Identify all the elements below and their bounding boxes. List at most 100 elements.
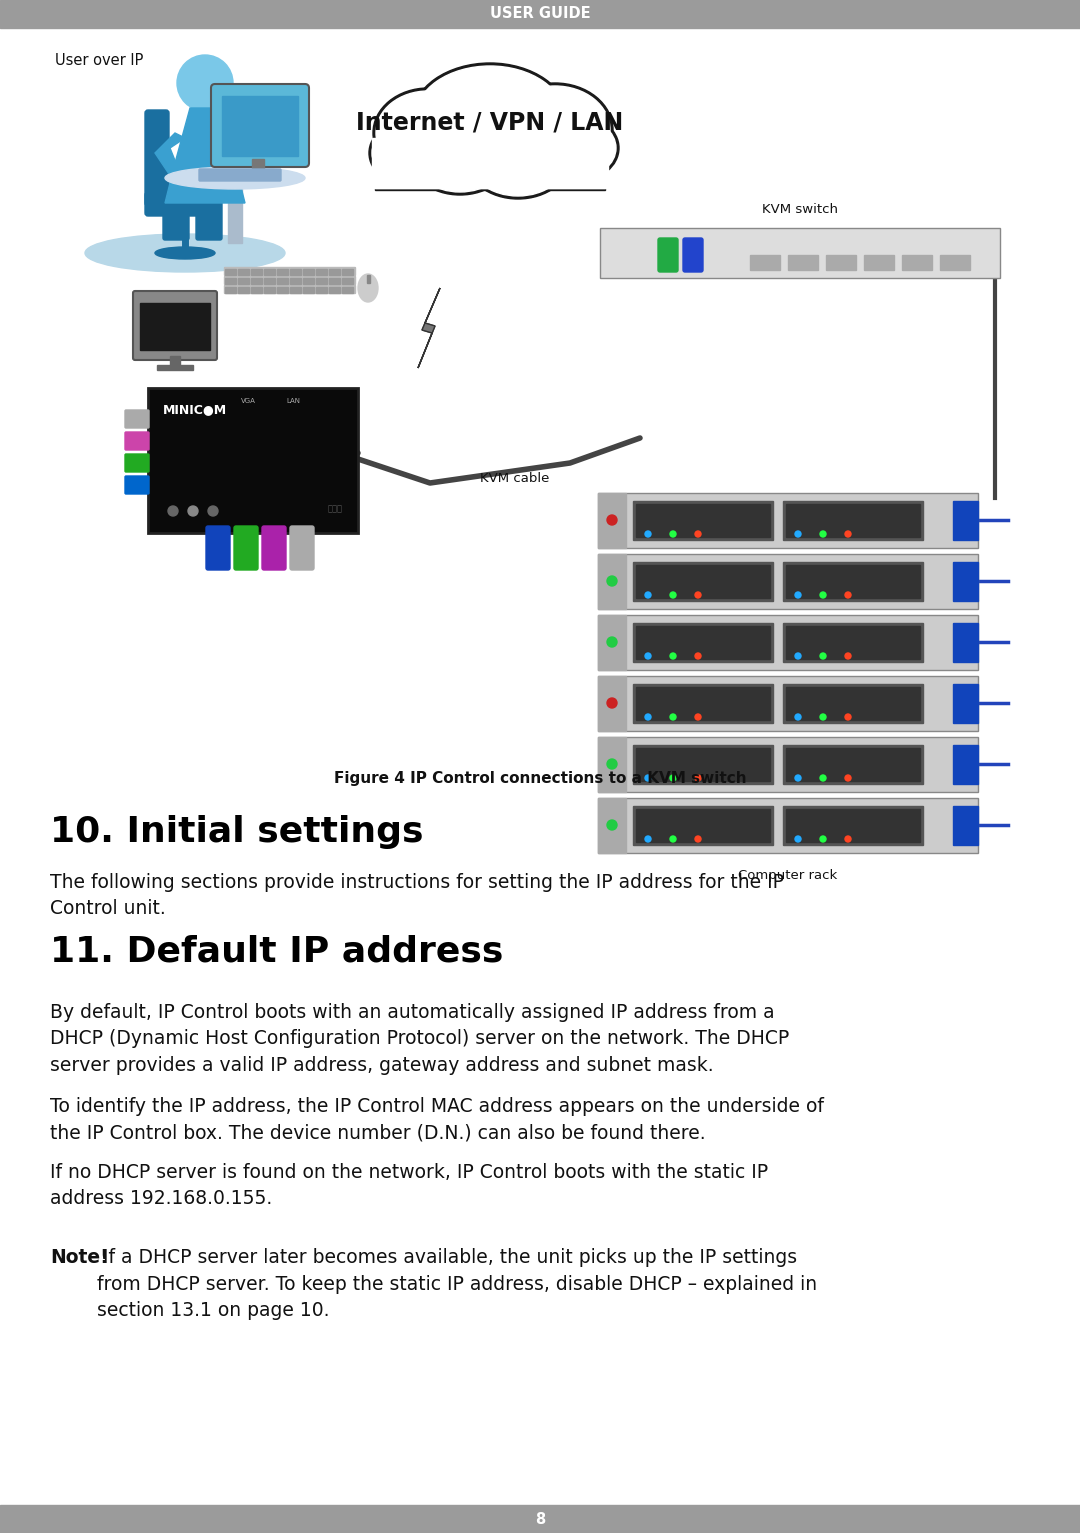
Circle shape bbox=[645, 592, 651, 598]
Text: MINIC●M: MINIC●M bbox=[163, 403, 227, 415]
Bar bbox=[786, 504, 920, 537]
Bar bbox=[598, 615, 626, 670]
Circle shape bbox=[188, 506, 198, 517]
Circle shape bbox=[820, 530, 826, 537]
Bar bbox=[786, 809, 920, 842]
Circle shape bbox=[795, 714, 801, 721]
Circle shape bbox=[177, 55, 233, 110]
Ellipse shape bbox=[376, 90, 480, 175]
Ellipse shape bbox=[497, 83, 613, 176]
Bar bbox=[372, 138, 608, 189]
Bar bbox=[953, 684, 978, 724]
Ellipse shape bbox=[500, 86, 610, 175]
Bar bbox=[225, 287, 237, 293]
Ellipse shape bbox=[369, 120, 451, 185]
Bar bbox=[788, 254, 818, 270]
Bar bbox=[316, 268, 327, 274]
FancyBboxPatch shape bbox=[225, 267, 355, 276]
Bar bbox=[598, 676, 978, 731]
Ellipse shape bbox=[373, 87, 483, 178]
Ellipse shape bbox=[411, 63, 568, 173]
Bar bbox=[252, 159, 264, 172]
Bar bbox=[598, 494, 626, 547]
Bar bbox=[238, 287, 249, 293]
Bar bbox=[251, 268, 262, 274]
Bar bbox=[598, 553, 978, 609]
Bar bbox=[598, 615, 978, 670]
Circle shape bbox=[607, 515, 617, 524]
Bar bbox=[864, 254, 894, 270]
FancyBboxPatch shape bbox=[658, 238, 678, 271]
Text: If a DHCP server later becomes available, the unit picks up the IP settings
from: If a DHCP server later becomes available… bbox=[97, 1248, 818, 1320]
Bar bbox=[342, 277, 353, 284]
Circle shape bbox=[845, 835, 851, 842]
Circle shape bbox=[795, 530, 801, 537]
Ellipse shape bbox=[415, 66, 565, 170]
FancyBboxPatch shape bbox=[195, 196, 222, 241]
Text: Figure 4 IP Control connections to a KVM switch: Figure 4 IP Control connections to a KVM… bbox=[334, 771, 746, 786]
Bar bbox=[225, 277, 237, 284]
Circle shape bbox=[696, 776, 701, 780]
Bar bbox=[598, 676, 626, 731]
Circle shape bbox=[820, 653, 826, 659]
Text: KVM switch: KVM switch bbox=[762, 202, 838, 216]
Bar bbox=[375, 182, 605, 190]
Ellipse shape bbox=[85, 235, 285, 271]
Text: User over IP: User over IP bbox=[55, 54, 144, 67]
Bar bbox=[0, 1505, 1080, 1533]
Circle shape bbox=[820, 776, 826, 780]
Bar bbox=[636, 687, 770, 721]
Text: Computer rack: Computer rack bbox=[739, 869, 838, 881]
Bar bbox=[329, 268, 340, 274]
Text: LAN: LAN bbox=[286, 399, 300, 405]
Circle shape bbox=[795, 835, 801, 842]
Circle shape bbox=[607, 698, 617, 708]
Text: To identify the IP address, the IP Control MAC address appears on the underside : To identify the IP address, the IP Contr… bbox=[50, 1098, 824, 1142]
FancyBboxPatch shape bbox=[163, 196, 189, 241]
Text: The following sections provide instructions for setting the IP address for the I: The following sections provide instructi… bbox=[50, 872, 784, 918]
Bar bbox=[826, 254, 856, 270]
Bar bbox=[636, 809, 770, 842]
Circle shape bbox=[607, 820, 617, 829]
FancyBboxPatch shape bbox=[125, 454, 149, 472]
Bar bbox=[786, 566, 920, 598]
Circle shape bbox=[696, 835, 701, 842]
Circle shape bbox=[820, 835, 826, 842]
Ellipse shape bbox=[411, 120, 508, 192]
Circle shape bbox=[645, 776, 651, 780]
Bar bbox=[902, 254, 932, 270]
Circle shape bbox=[795, 776, 801, 780]
Bar bbox=[953, 806, 978, 845]
Ellipse shape bbox=[156, 247, 215, 259]
FancyBboxPatch shape bbox=[291, 526, 314, 570]
Text: 10. Initial settings: 10. Initial settings bbox=[50, 816, 423, 849]
Ellipse shape bbox=[468, 120, 568, 196]
Circle shape bbox=[607, 638, 617, 647]
Circle shape bbox=[645, 835, 651, 842]
Bar bbox=[636, 748, 770, 780]
Bar bbox=[600, 228, 1000, 277]
Bar bbox=[633, 806, 773, 845]
Bar bbox=[367, 274, 370, 284]
Circle shape bbox=[696, 653, 701, 659]
Text: USER GUIDE: USER GUIDE bbox=[489, 6, 591, 21]
Circle shape bbox=[607, 759, 617, 770]
Bar bbox=[953, 745, 978, 783]
Circle shape bbox=[670, 653, 676, 659]
Bar bbox=[633, 501, 773, 540]
Text: Note!: Note! bbox=[50, 1248, 109, 1266]
Ellipse shape bbox=[465, 117, 571, 199]
Bar bbox=[786, 687, 920, 721]
Bar bbox=[329, 287, 340, 293]
Bar bbox=[264, 287, 275, 293]
Circle shape bbox=[845, 714, 851, 721]
Bar bbox=[940, 254, 970, 270]
Bar bbox=[783, 563, 923, 601]
Bar bbox=[291, 277, 301, 284]
Bar bbox=[783, 501, 923, 540]
Bar bbox=[633, 563, 773, 601]
Polygon shape bbox=[418, 288, 440, 368]
Bar bbox=[264, 268, 275, 274]
Ellipse shape bbox=[537, 115, 619, 181]
Circle shape bbox=[168, 506, 178, 517]
